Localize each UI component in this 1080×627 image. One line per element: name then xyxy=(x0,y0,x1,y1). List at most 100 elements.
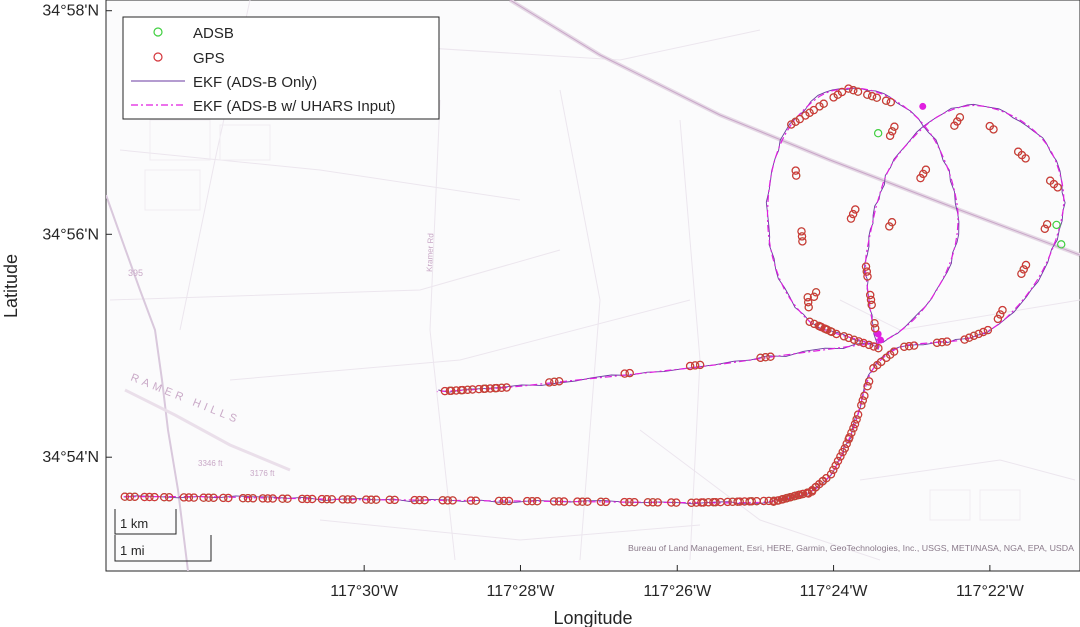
gps-point xyxy=(362,495,371,504)
gps-point xyxy=(849,335,859,344)
gps-point xyxy=(497,383,506,392)
gps-point xyxy=(699,498,708,507)
y-tick-label: 34°54'N xyxy=(42,449,99,466)
gps-point xyxy=(881,96,891,105)
gps-point xyxy=(390,495,399,505)
gps-point xyxy=(872,93,882,102)
gps-point xyxy=(504,496,514,506)
gps-point xyxy=(839,332,849,341)
gps-point xyxy=(850,419,860,429)
gps-point xyxy=(545,378,554,387)
gps-point xyxy=(140,492,149,502)
gps-point xyxy=(836,452,845,461)
gps-point xyxy=(874,344,883,353)
gps-point xyxy=(327,495,337,504)
gps-point xyxy=(549,497,559,506)
gps-point xyxy=(866,295,876,305)
gps-point xyxy=(777,495,787,504)
basemap-route-395 xyxy=(106,194,189,571)
gps-point xyxy=(653,498,663,507)
gps-point xyxy=(723,497,732,507)
gps-point xyxy=(886,97,896,107)
gps-point xyxy=(690,361,700,370)
gps-point xyxy=(851,205,860,214)
gps-point xyxy=(620,369,629,378)
x-tick-label: 117°22'W xyxy=(956,583,1025,600)
legend-gps-label: GPS xyxy=(193,50,225,67)
gps-point xyxy=(889,347,899,356)
gps-point xyxy=(420,496,429,505)
gps-point xyxy=(885,222,894,231)
gps-point xyxy=(1040,224,1050,233)
gps-point xyxy=(849,85,858,95)
gps-point xyxy=(887,217,897,227)
gps-point xyxy=(859,338,868,348)
gps-point xyxy=(258,494,267,503)
gps-point xyxy=(672,498,681,507)
gps-point xyxy=(932,338,942,347)
gps-point xyxy=(837,87,847,97)
data-layer xyxy=(120,84,1066,507)
gps-point xyxy=(849,424,858,433)
gps-point xyxy=(983,325,993,335)
gps-point xyxy=(303,494,312,504)
gps-point xyxy=(523,496,532,506)
map-label-elevation-1: 3346 ft xyxy=(198,459,223,468)
gps-point xyxy=(860,391,869,400)
legend-ekf-adsb-label: EKF (ADS-B Only) xyxy=(193,74,317,91)
map-label-elevation-2: 3176 ft xyxy=(250,469,275,478)
gps-point xyxy=(486,384,495,393)
gps-point xyxy=(189,493,199,502)
gps-point xyxy=(385,495,394,504)
gps-point xyxy=(555,377,564,386)
gps-point xyxy=(844,84,853,93)
gps-point xyxy=(372,495,381,504)
gps-point xyxy=(438,496,447,505)
gps-point xyxy=(996,310,1005,319)
gps-point xyxy=(810,319,819,329)
legend-adsb-marker xyxy=(153,27,163,37)
gps-point xyxy=(845,433,854,442)
gps-point xyxy=(474,384,484,394)
legend-box xyxy=(122,16,440,120)
gps-point xyxy=(833,456,843,466)
gps-point xyxy=(773,496,782,505)
gps-point xyxy=(853,87,863,96)
gps-point xyxy=(554,497,564,506)
gps-point xyxy=(643,498,653,507)
gps-point xyxy=(787,120,796,129)
gps-point xyxy=(840,444,850,453)
x-tick-label: 117°24'W xyxy=(800,583,869,600)
adsb-outlier-point xyxy=(1057,240,1066,249)
gps-point xyxy=(502,383,511,392)
gps-point xyxy=(219,493,228,503)
gps-point xyxy=(761,353,770,362)
gps-point xyxy=(348,495,357,504)
gps-point xyxy=(811,288,821,297)
gps-point xyxy=(184,493,194,502)
gps-point xyxy=(955,113,965,122)
gps-point xyxy=(445,386,455,395)
adsb-outlier-point xyxy=(1052,220,1061,230)
gps-point xyxy=(848,209,858,219)
gps-point xyxy=(974,329,983,339)
gps-point xyxy=(797,227,806,236)
gps-point xyxy=(448,496,457,505)
gps-point xyxy=(979,327,988,337)
gps-point xyxy=(268,494,277,503)
gps-point xyxy=(159,493,169,502)
gps-point xyxy=(862,267,872,276)
gps-point xyxy=(367,495,376,504)
gps-point xyxy=(965,333,974,342)
gps-point xyxy=(846,214,856,223)
gps-point xyxy=(847,428,856,437)
gps-point xyxy=(867,300,876,310)
gps-point xyxy=(338,495,347,504)
gps-point xyxy=(805,317,814,326)
uhars-anomaly-point xyxy=(877,336,885,344)
gps-point xyxy=(120,492,130,501)
gps-point xyxy=(150,492,159,502)
gps-point xyxy=(985,121,995,131)
gps-point xyxy=(909,341,919,350)
gps-point xyxy=(209,493,218,502)
